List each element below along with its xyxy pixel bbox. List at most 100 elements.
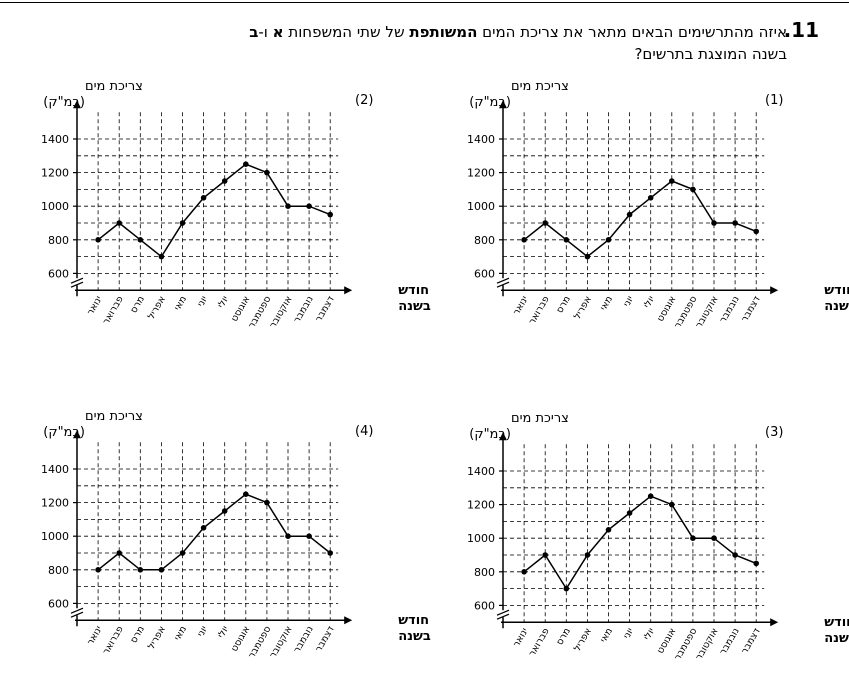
- x-axis-label: חודש: [824, 283, 849, 298]
- panel-label: (3): [765, 425, 783, 440]
- data-point: [690, 535, 696, 541]
- data-point: [563, 237, 570, 243]
- data-point: [137, 567, 144, 573]
- y-tick-label: 600: [48, 597, 69, 610]
- data-point: [327, 550, 334, 556]
- month-label: ינואר: [85, 294, 105, 317]
- y-tick-label: 600: [474, 267, 495, 280]
- y-tick-label: 600: [474, 599, 495, 612]
- data-point: [116, 220, 122, 226]
- month-label: נובמבר: [718, 294, 742, 325]
- month-label: ינואר: [511, 294, 531, 317]
- y-axis-unit: (במ"ק): [43, 95, 85, 110]
- data-point: [753, 228, 759, 235]
- y-tick-label: 1000: [467, 200, 495, 213]
- data-point: [179, 220, 186, 226]
- month-label: יולי: [216, 294, 232, 310]
- month-label: יולי: [642, 294, 658, 310]
- data-point: [711, 535, 717, 541]
- month-label: יולי: [216, 624, 232, 640]
- data-point: [563, 585, 570, 592]
- month-label: יוני: [621, 294, 636, 309]
- month-label: פברואר: [527, 294, 552, 326]
- data-point: [690, 186, 696, 193]
- data-point: [200, 195, 207, 201]
- y-axis-label: צריכת מים: [511, 79, 569, 94]
- family-a: א: [272, 23, 284, 41]
- y-tick-label: 1200: [41, 497, 69, 510]
- data-point: [669, 501, 675, 508]
- x-axis-label: חודש: [398, 613, 429, 628]
- y-tick-label: 800: [474, 566, 495, 579]
- y-tick-label: 800: [48, 564, 69, 577]
- data-point: [542, 552, 548, 558]
- data-point: [285, 203, 291, 209]
- y-tick-label: 1000: [41, 530, 69, 543]
- chart-panel-1: 600 800 1000 1200 1400 צריכת מים(במ"ק) חודשבשנ…: [467, 79, 849, 330]
- month-label: מרס: [554, 626, 573, 647]
- data-point: [521, 237, 527, 243]
- series-line: [97, 163, 331, 258]
- month-label: מרס: [128, 294, 147, 315]
- top-rule: [0, 2, 849, 3]
- y-tick-label: 1200: [41, 167, 69, 180]
- data-point: [200, 525, 207, 531]
- axis-break-mark: [70, 607, 84, 614]
- month-label: יוני: [195, 294, 210, 309]
- data-point: [711, 220, 717, 226]
- chart-panel-2: 600 800 1000 1200 1400 צריכת מים(במ"ק) חודשבשנ…: [41, 79, 431, 330]
- data-point: [264, 169, 270, 176]
- series-line: [97, 493, 331, 571]
- x-axis-arrow: [344, 616, 353, 625]
- y-axis-arrow: [499, 100, 507, 109]
- data-point: [243, 161, 249, 167]
- y-axis-label: צריכת מים: [511, 411, 569, 426]
- x-axis-label-2: בשנה: [398, 299, 431, 314]
- data-point: [137, 237, 144, 243]
- month-label: אפריל: [146, 624, 168, 651]
- axis-break-mark: [70, 277, 84, 284]
- data-point: [221, 508, 228, 514]
- question-text-and: ו-: [258, 23, 273, 41]
- y-axis-label: צריכת מים: [85, 409, 143, 424]
- question-text-bold: המשותפת: [409, 23, 478, 41]
- data-point: [626, 510, 633, 516]
- y-tick-label: 1400: [467, 133, 495, 146]
- chart-panel-3: 600 800 1000 1200 1400 צריכת מים(במ"ק) חודשבשנ…: [467, 411, 849, 662]
- axis-break-gap: [71, 278, 83, 286]
- month-label: פברואר: [527, 626, 552, 658]
- y-axis-arrow: [499, 432, 507, 441]
- axis-break-mark: [496, 609, 510, 616]
- question-text-line2: בשנה המוצגת בתרשים?: [634, 45, 787, 63]
- month-label: אפריל: [572, 626, 594, 653]
- x-axis-arrow: [344, 286, 353, 295]
- month-label: מאי: [598, 294, 615, 312]
- month-label: דצמבר: [739, 294, 763, 324]
- axis-break-mark: [70, 281, 84, 288]
- y-tick-label: 600: [48, 267, 69, 280]
- x-axis-label: חודש: [824, 615, 849, 630]
- data-point: [753, 560, 759, 567]
- data-point: [732, 220, 738, 226]
- y-axis-unit: (במ"ק): [469, 427, 511, 442]
- y-axis-unit: (במ"ק): [469, 95, 511, 110]
- month-label: מאי: [172, 294, 189, 312]
- data-point: [521, 569, 527, 575]
- x-axis-arrow: [770, 618, 779, 627]
- data-point: [584, 253, 591, 260]
- month-label: אפריל: [146, 294, 168, 321]
- chart-panel-4: 600 800 1000 1200 1400 צריכת מים(במ"ק) חודשבשנ…: [41, 409, 431, 660]
- data-point: [327, 211, 334, 218]
- panel-label: (2): [355, 93, 373, 108]
- month-label: מרס: [554, 294, 573, 315]
- month-label: נובמבר: [718, 626, 742, 657]
- axis-break-gap: [71, 608, 83, 616]
- month-label: פברואר: [101, 294, 126, 326]
- data-point: [116, 550, 122, 556]
- data-point: [285, 533, 291, 539]
- panel-label: (1): [765, 93, 783, 108]
- data-point: [584, 552, 591, 558]
- y-tick-label: 1400: [41, 133, 69, 146]
- data-point: [95, 237, 101, 243]
- y-tick-label: 1000: [467, 532, 495, 545]
